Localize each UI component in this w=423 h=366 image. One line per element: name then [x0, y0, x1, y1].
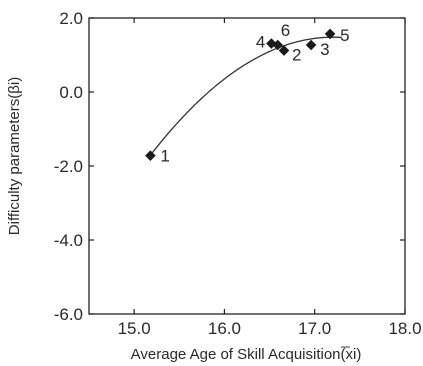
data-point-label: 6	[281, 21, 290, 40]
x-tick-label: 17.0	[298, 319, 331, 338]
data-point-label: 4	[256, 33, 265, 52]
y-tick-label: 0.0	[59, 83, 83, 102]
x-axis-ticks: 15.0 16.0 17.0 18.0	[118, 18, 422, 338]
y-axis-title: Difficulty parameters(βi)	[6, 77, 23, 235]
y-tick-label: -6.0	[54, 305, 83, 324]
plot-border	[88, 17, 406, 315]
data-point-marker	[272, 39, 283, 51]
x-tick-label: 16.0	[208, 319, 241, 338]
y-tick-label: -4.0	[54, 231, 83, 250]
data-point-marker	[278, 45, 290, 56]
x-tick-label: 18.0	[388, 319, 421, 338]
y-axis-ticks: 2.0 0.0 -2.0 -4.0 -6.0	[54, 9, 405, 324]
y-tick-label: -2.0	[54, 157, 83, 176]
data-point-marker	[145, 150, 156, 161]
data-point-label: 3	[320, 40, 329, 59]
plot-frame	[88, 17, 406, 315]
fit-curve	[149, 36, 342, 156]
data-point-marker	[305, 39, 317, 51]
data-point-label: 2	[292, 46, 301, 65]
fit-curve-line	[149, 36, 342, 156]
x-axis-title: Average Age of Skill Acquisition(̅xi)	[131, 346, 362, 363]
data-point-marker	[266, 38, 277, 49]
data-point-label: 5	[340, 26, 349, 45]
data-point-marker	[324, 28, 336, 40]
x-tick-label: 15.0	[118, 319, 151, 338]
data-point-label: 1	[160, 147, 169, 166]
y-tick-label: 2.0	[59, 9, 83, 28]
data-points: 12 34 56	[145, 21, 350, 166]
